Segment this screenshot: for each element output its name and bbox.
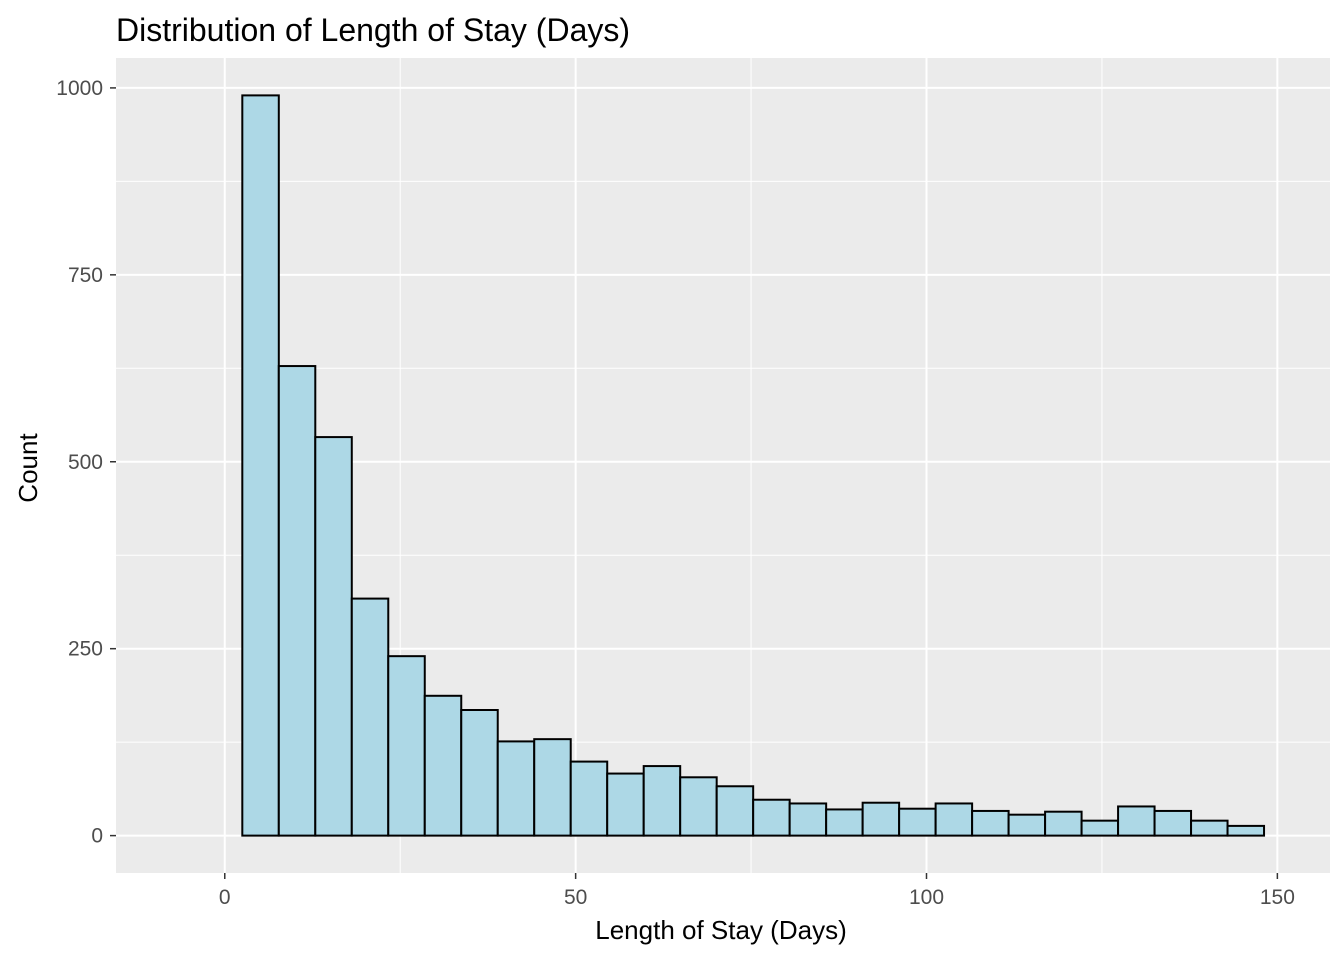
histogram-bar bbox=[642, 765, 682, 837]
histogram-bar bbox=[460, 709, 499, 837]
histogram-bar bbox=[971, 809, 1010, 837]
histogram-bar bbox=[788, 802, 828, 837]
histogram-bar bbox=[1007, 813, 1047, 837]
histogram-bar bbox=[350, 597, 390, 837]
histogram-bar bbox=[533, 738, 572, 837]
y-axis-title: Count bbox=[13, 433, 43, 503]
histogram-bar bbox=[496, 740, 536, 837]
histogram-bar bbox=[314, 436, 353, 837]
histogram-bar bbox=[679, 776, 718, 837]
histogram-bar bbox=[387, 655, 426, 837]
chart-title: Distribution of Length of Stay (Days) bbox=[116, 12, 630, 48]
histogram-bar bbox=[1190, 819, 1229, 837]
histogram-bar bbox=[569, 760, 609, 837]
y-tick-label: 750 bbox=[68, 264, 103, 287]
x-tick-label: 100 bbox=[909, 886, 944, 909]
histogram-bar bbox=[1117, 805, 1156, 837]
major-gridlines bbox=[116, 58, 1330, 873]
histogram-bar bbox=[1226, 824, 1266, 837]
y-tick-label: 500 bbox=[68, 451, 103, 474]
histogram-bar bbox=[825, 808, 864, 837]
histogram-bar bbox=[898, 807, 937, 837]
histogram-bar bbox=[861, 801, 901, 837]
x-tick-label: 0 bbox=[219, 886, 231, 909]
x-axis-title: Length of Stay (Days) bbox=[595, 915, 846, 945]
histogram-bar bbox=[277, 365, 317, 837]
y-axis: 0 250 500 750 1000 bbox=[56, 77, 116, 848]
histogram-bar bbox=[715, 785, 755, 837]
histogram-bar bbox=[241, 94, 280, 837]
histogram-bar bbox=[934, 802, 974, 837]
histogram-bar bbox=[1153, 809, 1193, 837]
y-tick-label: 1000 bbox=[56, 77, 103, 100]
histogram-bar bbox=[752, 798, 791, 837]
x-axis: 0 50 100 150 bbox=[219, 873, 1295, 909]
y-tick-label: 250 bbox=[68, 638, 103, 661]
x-tick-label: 150 bbox=[1260, 886, 1295, 909]
x-tick-label: 50 bbox=[564, 886, 587, 909]
histogram-bar bbox=[606, 772, 645, 837]
histogram-bar bbox=[1080, 819, 1120, 837]
histogram-bars bbox=[241, 94, 1266, 837]
y-tick-label: 0 bbox=[91, 825, 103, 848]
histogram-bar bbox=[423, 694, 463, 837]
histogram-bar bbox=[1044, 810, 1083, 837]
